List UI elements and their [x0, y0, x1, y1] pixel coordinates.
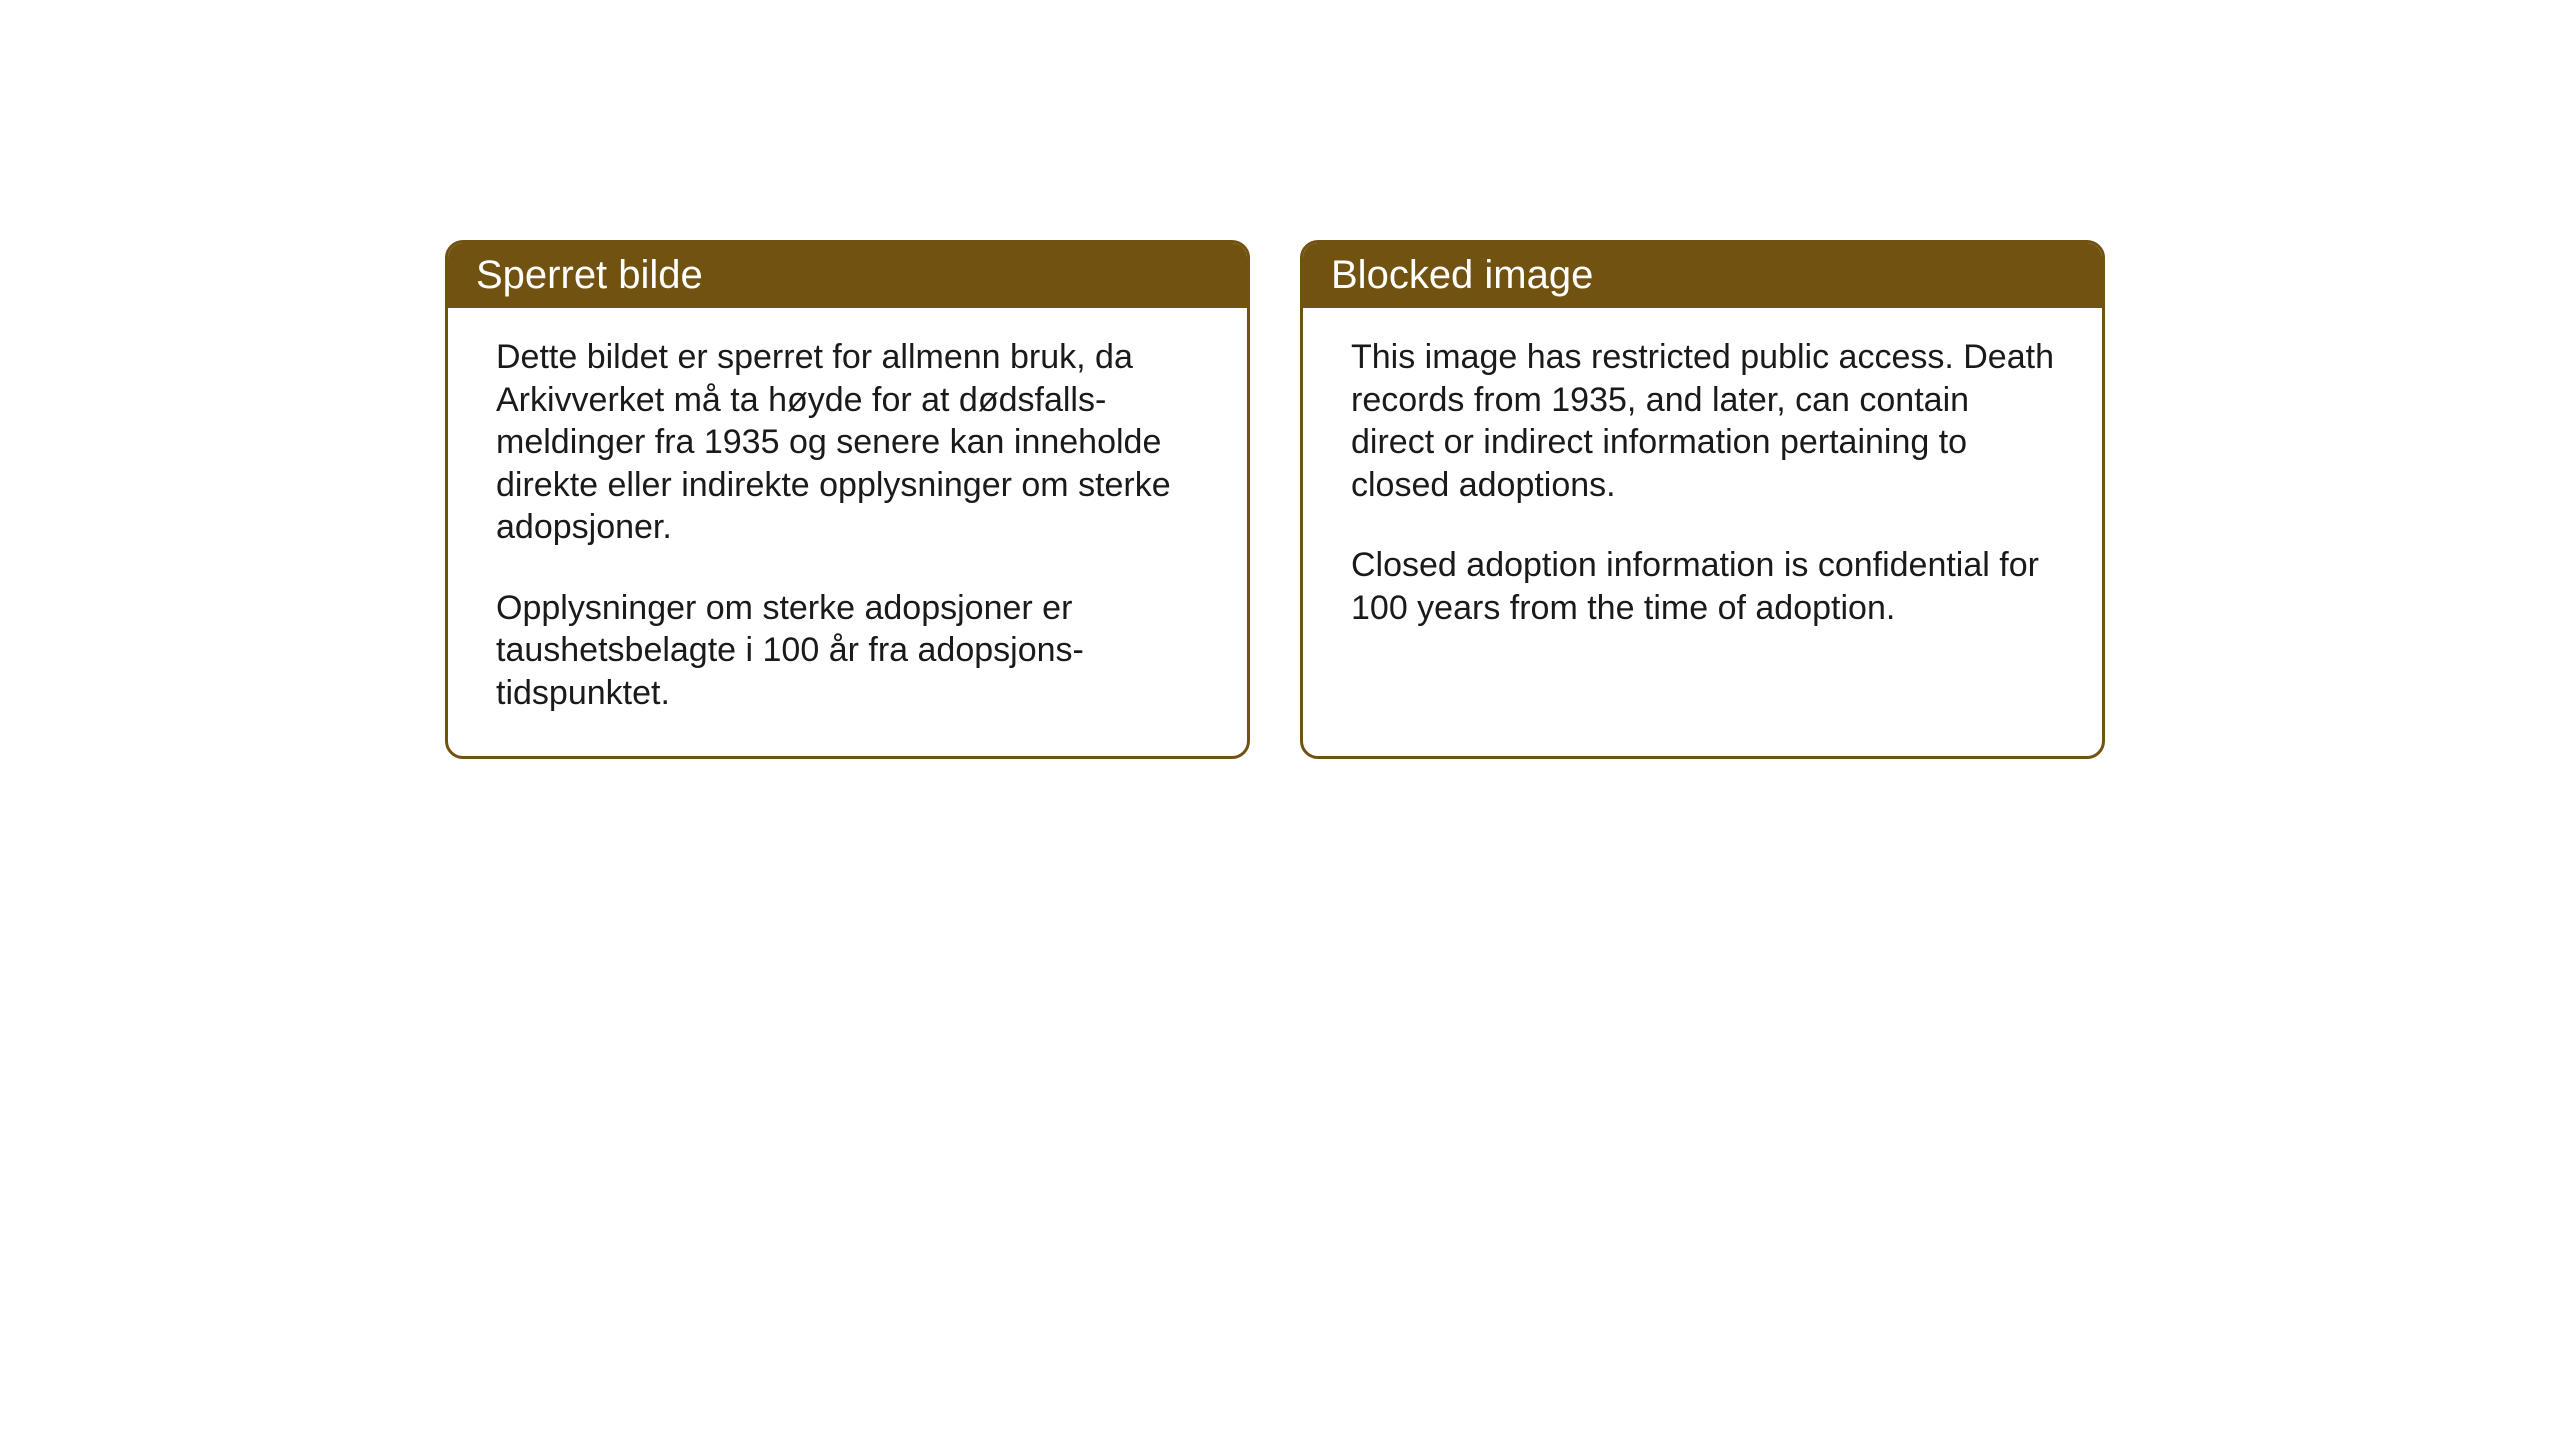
notice-body-norwegian: Dette bildet er sperret for allmenn bruk… — [448, 308, 1247, 756]
notice-paragraph: Opplysninger om sterke adopsjoner er tau… — [496, 587, 1199, 715]
notice-title: Blocked image — [1331, 253, 1593, 297]
notice-paragraph: Dette bildet er sperret for allmenn bruk… — [496, 336, 1199, 549]
notice-card-norwegian: Sperret bilde Dette bildet er sperret fo… — [445, 240, 1250, 759]
notice-header-english: Blocked image — [1303, 243, 2102, 308]
notice-header-norwegian: Sperret bilde — [448, 243, 1247, 308]
notice-card-english: Blocked image This image has restricted … — [1300, 240, 2105, 759]
notice-container: Sperret bilde Dette bildet er sperret fo… — [0, 0, 2560, 759]
notice-body-english: This image has restricted public access.… — [1303, 308, 2102, 723]
notice-paragraph: This image has restricted public access.… — [1351, 336, 2054, 506]
notice-paragraph: Closed adoption information is confident… — [1351, 544, 2054, 629]
notice-title: Sperret bilde — [476, 253, 703, 297]
